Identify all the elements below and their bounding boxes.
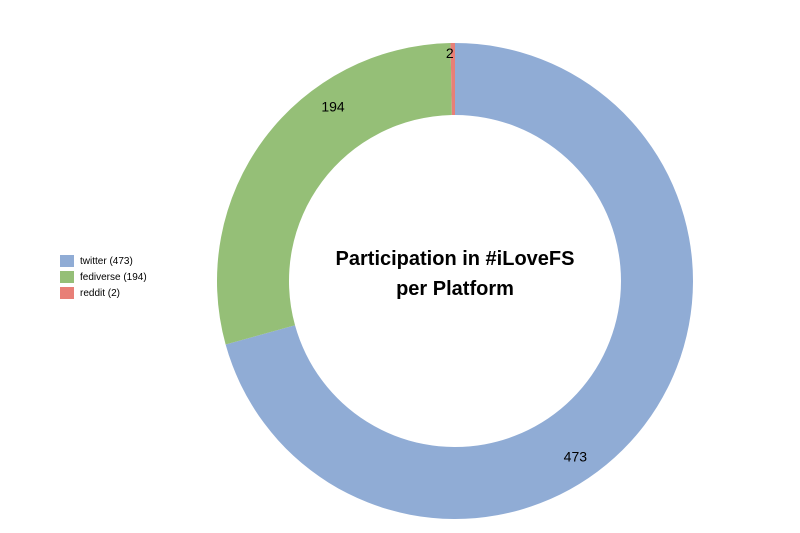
data-label-fediverse: 194: [321, 98, 345, 114]
legend-label-twitter: twitter (473): [80, 255, 133, 267]
donut-slices: [217, 43, 693, 519]
slice-reddit[interactable]: [450, 43, 455, 116]
data-label-reddit: 2: [446, 45, 454, 61]
legend-item-reddit[interactable]: reddit (2): [60, 285, 147, 301]
chart-title: Participation in #iLoveFS per Platform: [255, 244, 655, 304]
legend-label-reddit: reddit (2): [80, 287, 121, 299]
legend-swatch-reddit: [60, 287, 74, 299]
chart-title-line-1: Participation in #iLoveFS: [335, 248, 575, 270]
legend-item-fediverse[interactable]: fediverse (194): [60, 269, 147, 285]
slice-fediverse[interactable]: [217, 43, 452, 345]
data-labels: 473 194 2: [321, 45, 587, 465]
legend-label-fediverse: fediverse (194): [80, 271, 147, 283]
legend-swatch-fediverse: [60, 271, 74, 283]
data-label-twitter: 473: [564, 449, 588, 465]
legend-item-twitter[interactable]: twitter (473): [60, 253, 147, 269]
legend: twitter (473) fediverse (194) reddit (2): [60, 253, 147, 301]
legend-swatch-twitter: [60, 255, 74, 267]
slice-twitter[interactable]: [225, 43, 693, 519]
chart-title-line-2: per Platform: [396, 278, 514, 300]
